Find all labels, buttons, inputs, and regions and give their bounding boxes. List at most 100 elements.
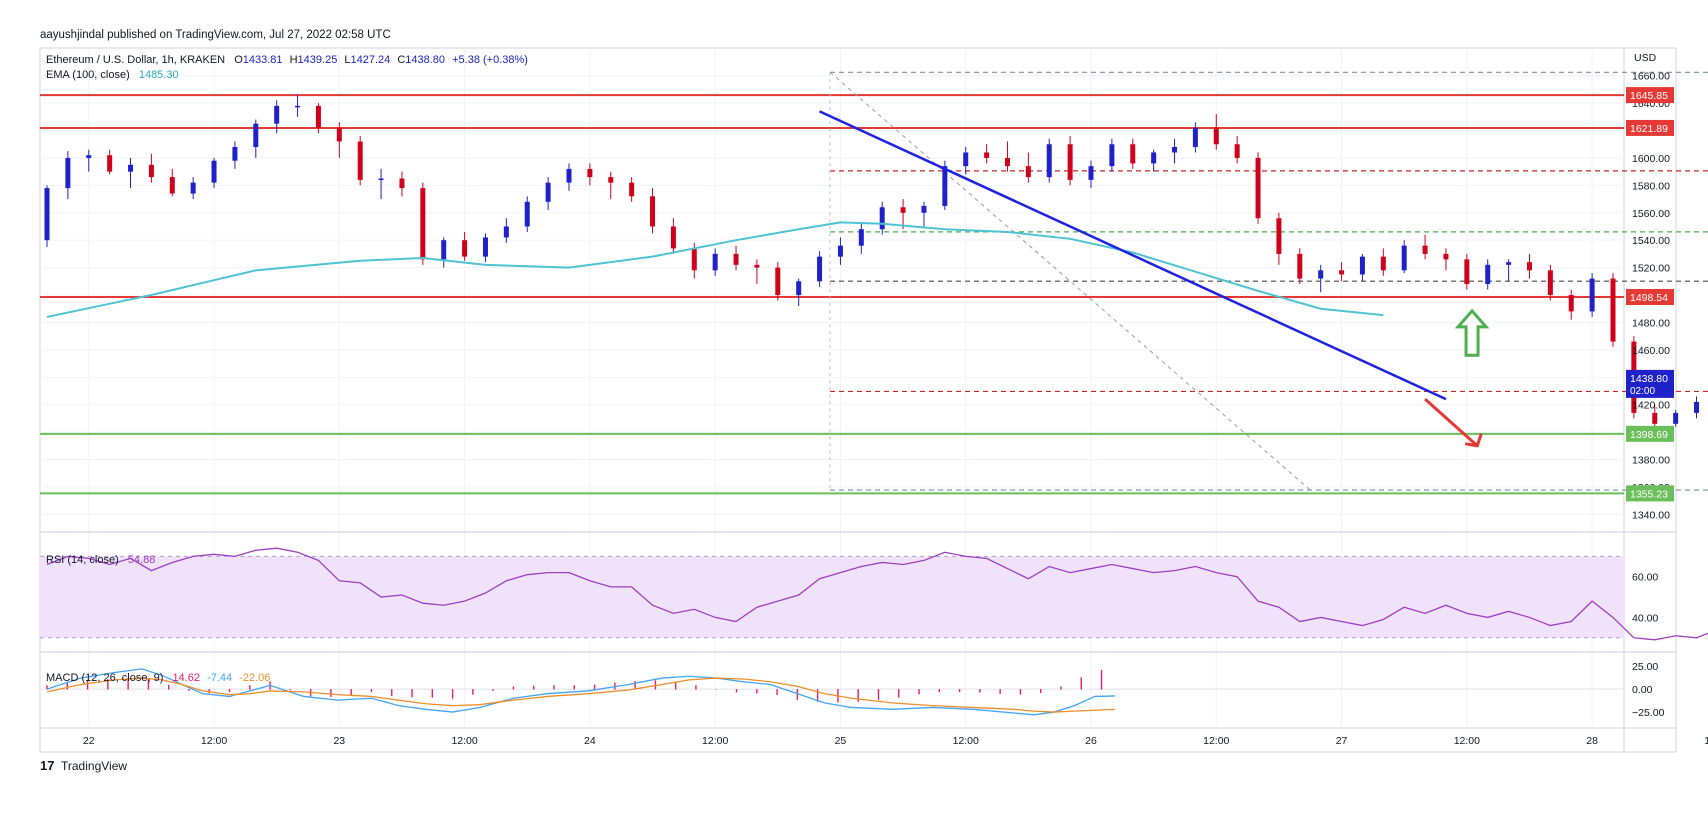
red-down-arrow-head: [1465, 433, 1483, 448]
candle-body: [1192, 127, 1198, 147]
candle-body: [44, 188, 50, 241]
candle-body: [1067, 144, 1073, 180]
rsi-tick-label: 60.00: [1632, 572, 1658, 584]
candle: [1046, 138, 1052, 183]
x-tick-label: 12:00: [1704, 735, 1708, 747]
chart-frame: [39, 47, 1677, 753]
candle-body: [545, 182, 551, 202]
svg-text:EMA (100, close) 1485.30: EMA (100, close) 1485.30: [46, 69, 179, 81]
x-tick-label: 12:00: [702, 735, 728, 747]
candle: [587, 163, 593, 186]
candle: [1234, 136, 1240, 164]
candle-body: [336, 127, 342, 142]
svg-text:RSI (14, close) 54.88: RSI (14, close) 54.88: [46, 554, 155, 566]
candle: [1568, 289, 1574, 320]
candle: [817, 251, 823, 287]
candle: [232, 141, 238, 169]
candle-body: [190, 182, 196, 194]
change-value: +5.38 (+0.38%): [452, 54, 528, 66]
support-price-label-text: 1398.69: [1630, 429, 1668, 441]
y-tick-label: 1540.00: [1632, 235, 1670, 247]
candle: [1088, 160, 1094, 189]
candle-body: [107, 155, 113, 172]
fib-diagonal: [829, 71, 1311, 491]
candle-body: [984, 152, 990, 158]
candle-body: [1568, 295, 1574, 312]
candle: [462, 231, 468, 261]
candle-body: [524, 201, 530, 227]
x-tick-label: 27: [1336, 735, 1348, 747]
candle-body: [1673, 412, 1679, 424]
candle-body: [357, 141, 363, 180]
candle-body: [503, 226, 509, 238]
candle-body: [1297, 253, 1303, 279]
candle-body: [86, 155, 92, 158]
candle: [315, 103, 321, 134]
last-price-countdown: 02:00: [1630, 386, 1655, 397]
candle-body: [1547, 270, 1553, 295]
candle: [608, 171, 614, 200]
resistance-price-label-text: 1498.54: [1630, 292, 1668, 304]
ema-100-line: [46, 221, 1384, 318]
candle-body: [879, 207, 885, 230]
support-price-label-bg: [1626, 485, 1674, 502]
candle-body: [420, 188, 426, 260]
candle: [1610, 273, 1616, 348]
candle: [1192, 122, 1198, 153]
x-tick-label: 23: [333, 735, 345, 747]
candle: [1172, 138, 1178, 164]
candle-body: [295, 105, 301, 108]
candle-body: [169, 177, 175, 194]
candle: [1255, 152, 1261, 224]
low-value: 1427.24: [351, 54, 391, 66]
last-price-value: 1438.80: [1630, 373, 1668, 385]
candle: [1694, 396, 1700, 419]
close-value: 1438.80: [405, 54, 445, 66]
candle-body: [712, 253, 718, 271]
candle: [1422, 234, 1428, 260]
candle: [963, 146, 969, 175]
symbol-name: Ethereum / U.S. Dollar, 1h, KRAKEN: [46, 54, 225, 66]
candle-body: [963, 152, 969, 167]
candle: [128, 157, 134, 189]
candle: [503, 218, 509, 243]
candle-body: [1109, 144, 1115, 167]
candle-body: [441, 240, 447, 260]
macd-line-value: -7.44: [207, 672, 232, 684]
macd-tick-label: −25.00: [1632, 707, 1665, 719]
candle-body: [128, 164, 134, 172]
candle: [1485, 259, 1491, 290]
y-tick-label: 1560.00: [1632, 208, 1670, 220]
candle: [566, 163, 572, 191]
candle: [1025, 152, 1031, 183]
tradingview-logo[interactable]: 17 TradingView: [40, 758, 127, 773]
horizontal-levels: [40, 94, 1624, 495]
candle: [211, 157, 217, 189]
candle: [1213, 114, 1219, 150]
candle-body: [1234, 144, 1240, 158]
candle: [1401, 240, 1407, 274]
candle: [1443, 248, 1449, 271]
candle: [482, 233, 488, 263]
candle-body: [796, 281, 802, 295]
candle: [1673, 410, 1679, 427]
tradingview-brand: TradingView: [61, 759, 127, 773]
candle-body: [837, 245, 843, 257]
candle: [357, 136, 363, 186]
svg-text:Ethereum / U.S. Dollar, 1h, KR: Ethereum / U.S. Dollar, 1h, KRAKEN O1433…: [46, 54, 528, 66]
candle: [1547, 264, 1553, 301]
candle: [336, 122, 342, 158]
y-tick-label: 1480.00: [1632, 317, 1670, 329]
resistance-price-label: 1498.54: [1626, 289, 1674, 306]
candle: [984, 144, 990, 164]
candle: [253, 119, 259, 158]
candle-body: [1401, 245, 1407, 271]
candle-body: [482, 237, 488, 257]
macd-label: MACD (12, 26, close, 9): [46, 672, 163, 684]
x-tick-label: 12:00: [1454, 735, 1480, 747]
bearish-trend-line[interactable]: [819, 110, 1447, 401]
pane-dividers: [40, 531, 1676, 653]
annotation-arrows: [1424, 308, 1490, 448]
candle-body: [399, 178, 405, 189]
